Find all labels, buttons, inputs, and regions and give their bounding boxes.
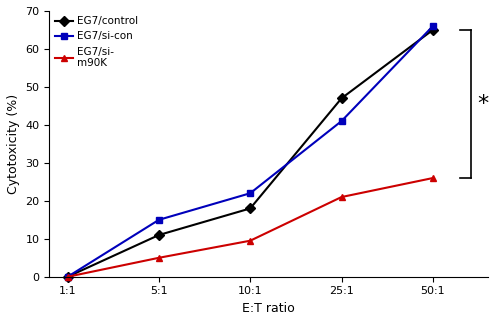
EG7/si-
m90K bbox=[338, 195, 344, 199]
EG7/si-con bbox=[247, 191, 253, 195]
EG7/si-
m90K bbox=[156, 256, 162, 260]
EG7/si-con bbox=[338, 119, 344, 123]
EG7/control bbox=[430, 28, 436, 32]
EG7/si-con bbox=[430, 24, 436, 28]
X-axis label: E:T ratio: E:T ratio bbox=[242, 302, 295, 315]
Line: EG7/si-con: EG7/si-con bbox=[64, 23, 436, 280]
EG7/si-
m90K bbox=[65, 275, 71, 279]
EG7/si-con bbox=[65, 275, 71, 279]
Text: *: * bbox=[478, 94, 489, 114]
Legend: EG7/control, EG7/si-con, EG7/si-
m90K: EG7/control, EG7/si-con, EG7/si- m90K bbox=[53, 14, 141, 70]
EG7/control bbox=[156, 233, 162, 237]
EG7/si-
m90K bbox=[430, 176, 436, 180]
EG7/control bbox=[247, 206, 253, 210]
EG7/si-
m90K bbox=[247, 239, 253, 243]
Line: EG7/si-
m90K: EG7/si- m90K bbox=[64, 175, 436, 280]
EG7/control bbox=[338, 96, 344, 100]
EG7/si-con bbox=[156, 218, 162, 222]
EG7/control bbox=[65, 275, 71, 279]
Y-axis label: Cytotoxicity (%): Cytotoxicity (%) bbox=[7, 94, 20, 194]
Line: EG7/control: EG7/control bbox=[64, 26, 436, 280]
